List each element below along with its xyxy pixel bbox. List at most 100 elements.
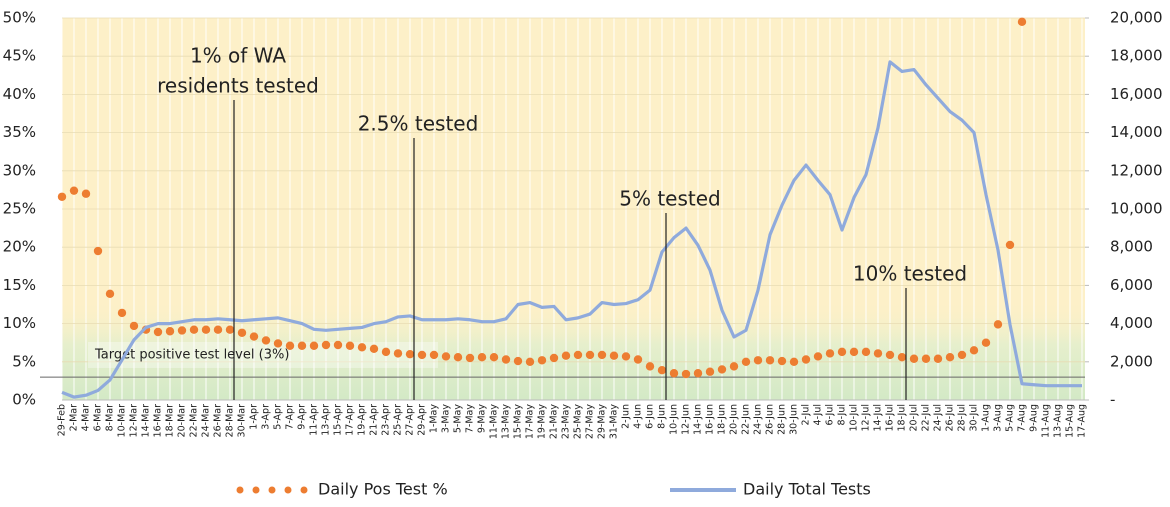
x-tick-label: 7-May: [465, 404, 476, 433]
pos-dot: [849, 347, 859, 357]
pos-dot: [897, 353, 907, 362]
x-tick-label: 3-Aug: [993, 404, 1004, 432]
x-tick-label: 25-Apr: [393, 404, 404, 436]
y-tick-label: 30%: [3, 161, 36, 179]
x-tick-label: 16-Jun: [705, 404, 716, 435]
pos-dot: [441, 352, 451, 361]
x-tick-label: 1-May: [429, 404, 440, 433]
pos-dot: [417, 350, 427, 360]
pos-dot: [357, 343, 367, 352]
pos-dot: [429, 350, 439, 360]
x-tick-label: 6-Jul: [825, 404, 836, 425]
y2-tick-label: 14,000: [1110, 123, 1163, 141]
y-tick-label: 45%: [3, 47, 36, 65]
pos-dot: [465, 353, 475, 363]
x-tick-label: 15-Apr: [333, 404, 344, 436]
x-tick-label: 11-Aug: [1041, 404, 1052, 438]
x-tick-label: 30-Mar: [237, 404, 248, 438]
x-tick-label: 8-Jun: [657, 404, 668, 429]
y-tick-label: 40%: [3, 85, 36, 103]
pos-dot: [501, 355, 511, 364]
x-tick-label: 16-Jul: [885, 404, 896, 432]
pos-dot: [981, 338, 991, 347]
pos-dot: [237, 328, 247, 337]
pos-dot: [453, 353, 463, 362]
pos-dot: [81, 189, 91, 198]
x-tick-label: 23-May: [561, 404, 572, 440]
legend-label: Daily Total Tests: [743, 480, 871, 499]
x-tick-label: 13-Aug: [1053, 404, 1064, 438]
pos-dot: [741, 357, 751, 366]
pos-dot: [69, 186, 79, 195]
pos-dot: [525, 357, 535, 366]
x-tick-label: 22-Mar: [189, 404, 200, 438]
y2-tick-label: 16,000: [1110, 85, 1163, 103]
x-tick-label: 13-Apr: [321, 404, 332, 436]
x-tick-label: 25-May: [573, 404, 584, 440]
x-tick-label: 1-Aug: [981, 404, 992, 432]
pos-dot: [717, 365, 727, 374]
x-tick-label: 6-Mar: [93, 404, 104, 431]
x-tick-label: 17-Aug: [1077, 404, 1088, 438]
x-tick-label: 7-Apr: [285, 404, 296, 430]
pos-dot: [117, 308, 127, 318]
x-tick-label: 18-Jul: [897, 404, 908, 432]
x-tick-label: 31-May: [609, 404, 620, 440]
pos-dot: [837, 347, 847, 357]
pos-dot: [909, 354, 919, 363]
x-tick-label: 30-Jun: [789, 404, 800, 435]
legend-label: Daily Pos Test %: [318, 480, 448, 499]
pos-dot: [225, 325, 235, 334]
x-tick-label: 5-May: [453, 404, 464, 433]
x-tick-label: 24-Jul: [933, 404, 944, 432]
pos-dot: [537, 356, 547, 365]
y-tick-label: 0%: [12, 391, 36, 409]
pos-dot: [201, 325, 211, 334]
x-tick-label: 17-Apr: [345, 404, 356, 436]
pos-dot: [597, 350, 607, 360]
pos-dot: [153, 327, 163, 337]
y-tick-label: 10%: [3, 314, 36, 332]
legend-marker: [268, 486, 276, 494]
pos-dot: [621, 352, 631, 361]
x-tick-label: 5-Apr: [273, 404, 284, 430]
pos-dot: [213, 325, 223, 334]
y-tick-label: 50%: [3, 9, 36, 27]
pos-dot: [705, 367, 715, 376]
legend-marker: [300, 486, 308, 494]
annotation-text: 1% of WA: [190, 44, 286, 68]
x-tick-label: 8-Jul: [837, 404, 848, 425]
x-tick-label: 21-May: [549, 404, 560, 440]
pos-dot: [573, 350, 583, 360]
pos-dot: [681, 369, 691, 379]
y2-tick-label: 6,000: [1110, 276, 1153, 294]
x-tick-label: 17-May: [525, 404, 536, 440]
pos-dot: [477, 353, 487, 362]
x-tick-label: 29-May: [597, 404, 608, 440]
x-tick-label: 18-Mar: [165, 404, 176, 438]
x-tick-label: 4-Mar: [81, 404, 92, 431]
y-tick-label: 20%: [3, 238, 36, 256]
pos-dot: [753, 356, 763, 365]
x-tick-label: 29-Apr: [417, 404, 428, 436]
x-tick-label: 20-Mar: [177, 404, 188, 438]
pos-dot: [369, 344, 379, 354]
x-tick-label: 21-Apr: [369, 404, 380, 436]
x-tick-label: 15-May: [513, 404, 524, 440]
pos-dot: [825, 349, 835, 358]
pos-dot: [813, 352, 823, 361]
pos-dot: [1005, 240, 1015, 250]
x-tick-label: 4-Jun: [633, 404, 644, 429]
pos-dot: [861, 347, 871, 357]
x-tick-label: 14-Jun: [693, 404, 704, 435]
x-tick-label: 30-Jul: [969, 404, 980, 432]
x-tick-label: 20-Jun: [729, 404, 740, 435]
x-tick-label: 29-Feb: [57, 404, 68, 436]
pos-dot: [57, 192, 67, 201]
x-tick-label: 28-Jul: [957, 404, 968, 432]
x-tick-label: 12-Jun: [681, 404, 692, 435]
legend-marker: [284, 486, 292, 494]
legend-marker: [236, 486, 244, 494]
pos-dot: [693, 369, 703, 378]
pos-dot: [393, 349, 403, 358]
